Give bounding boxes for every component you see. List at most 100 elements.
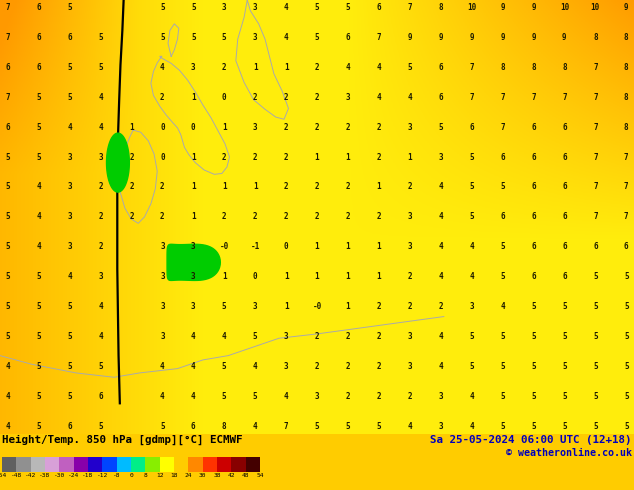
Text: -38: -38	[39, 473, 51, 478]
Bar	[231, 457, 245, 472]
Text: 3: 3	[284, 362, 288, 371]
Text: 2: 2	[284, 93, 288, 102]
Text: 4: 4	[408, 422, 412, 431]
Text: 1: 1	[346, 152, 350, 162]
Text: 6: 6	[6, 122, 10, 132]
Text: 3: 3	[191, 63, 196, 72]
Text: 4: 4	[36, 242, 41, 251]
Text: -48: -48	[11, 473, 22, 478]
Text: 5: 5	[36, 392, 41, 401]
Text: 5: 5	[222, 302, 226, 311]
Text: 3: 3	[253, 122, 257, 132]
Text: 5: 5	[6, 332, 10, 341]
Text: 3: 3	[408, 362, 412, 371]
Text: 4: 4	[346, 63, 350, 72]
Text: 5: 5	[624, 392, 628, 401]
Text: -42: -42	[25, 473, 36, 478]
Text: 3: 3	[408, 122, 412, 132]
Text: 2: 2	[377, 332, 381, 341]
Text: -1: -1	[250, 242, 260, 251]
Text: 2: 2	[253, 93, 257, 102]
Text: 5: 5	[500, 182, 505, 192]
Polygon shape	[167, 245, 221, 280]
Text: 6: 6	[562, 152, 567, 162]
Text: 4: 4	[377, 63, 381, 72]
Text: 3: 3	[438, 422, 443, 431]
Text: 7: 7	[500, 93, 505, 102]
Text: 1: 1	[253, 182, 257, 192]
Text: 4: 4	[438, 242, 443, 251]
Text: 3: 3	[67, 182, 72, 192]
Text: 5: 5	[469, 362, 474, 371]
Text: -30: -30	[54, 473, 65, 478]
Text: 2: 2	[346, 182, 350, 192]
Text: 1: 1	[129, 122, 134, 132]
Text: 5: 5	[36, 362, 41, 371]
Text: 5: 5	[593, 332, 598, 341]
Text: 3: 3	[222, 3, 226, 12]
Bar	[60, 457, 74, 472]
Text: -24: -24	[68, 473, 79, 478]
Text: 42: 42	[228, 473, 235, 478]
Text: 5: 5	[191, 33, 196, 42]
Text: 4: 4	[6, 422, 10, 431]
Text: 3: 3	[438, 392, 443, 401]
Text: 4: 4	[438, 362, 443, 371]
Text: 6: 6	[500, 212, 505, 221]
Text: 2: 2	[222, 212, 226, 221]
Text: 3: 3	[408, 212, 412, 221]
Text: 5: 5	[36, 422, 41, 431]
Bar	[131, 457, 145, 472]
Text: 0: 0	[191, 122, 196, 132]
Text: 5: 5	[222, 392, 226, 401]
Text: 0: 0	[160, 122, 165, 132]
Text: 5: 5	[67, 63, 72, 72]
Text: 2: 2	[377, 122, 381, 132]
Text: 5: 5	[593, 392, 598, 401]
Text: 6: 6	[531, 212, 536, 221]
Text: 2: 2	[314, 63, 320, 72]
Text: 7: 7	[593, 212, 598, 221]
Text: 5: 5	[469, 182, 474, 192]
Text: 3: 3	[67, 242, 72, 251]
Text: 4: 4	[98, 302, 103, 311]
Text: 6: 6	[469, 122, 474, 132]
Text: 4: 4	[284, 33, 288, 42]
Text: 6: 6	[377, 3, 381, 12]
Text: 5: 5	[191, 3, 196, 12]
Text: 7: 7	[500, 122, 505, 132]
Text: 2: 2	[314, 332, 320, 341]
Text: 5: 5	[67, 392, 72, 401]
Text: 3: 3	[253, 33, 257, 42]
Text: 6: 6	[346, 33, 350, 42]
Text: 9: 9	[500, 33, 505, 42]
Text: 5: 5	[531, 392, 536, 401]
Text: 5: 5	[624, 332, 628, 341]
Text: 5: 5	[408, 63, 412, 72]
Text: 2: 2	[129, 152, 134, 162]
Text: 7: 7	[624, 182, 628, 192]
Text: 4: 4	[408, 93, 412, 102]
Text: 8: 8	[143, 473, 147, 478]
Text: 6: 6	[191, 422, 196, 431]
Text: 2: 2	[346, 392, 350, 401]
Text: 2: 2	[284, 182, 288, 192]
Text: 7: 7	[593, 152, 598, 162]
Text: 6: 6	[562, 212, 567, 221]
Text: 1: 1	[191, 182, 196, 192]
Text: 54: 54	[256, 473, 264, 478]
Text: 5: 5	[67, 302, 72, 311]
Text: 7: 7	[624, 152, 628, 162]
Bar	[2, 457, 16, 472]
Text: 5: 5	[160, 33, 165, 42]
Text: 5: 5	[531, 302, 536, 311]
Text: 9: 9	[531, 33, 536, 42]
Text: 2: 2	[314, 362, 320, 371]
Text: 4: 4	[98, 332, 103, 341]
Text: 4: 4	[67, 272, 72, 281]
Text: 4: 4	[284, 392, 288, 401]
Text: 3: 3	[314, 392, 320, 401]
Text: 2: 2	[408, 182, 412, 192]
Text: 2: 2	[346, 332, 350, 341]
Text: 2: 2	[314, 122, 320, 132]
